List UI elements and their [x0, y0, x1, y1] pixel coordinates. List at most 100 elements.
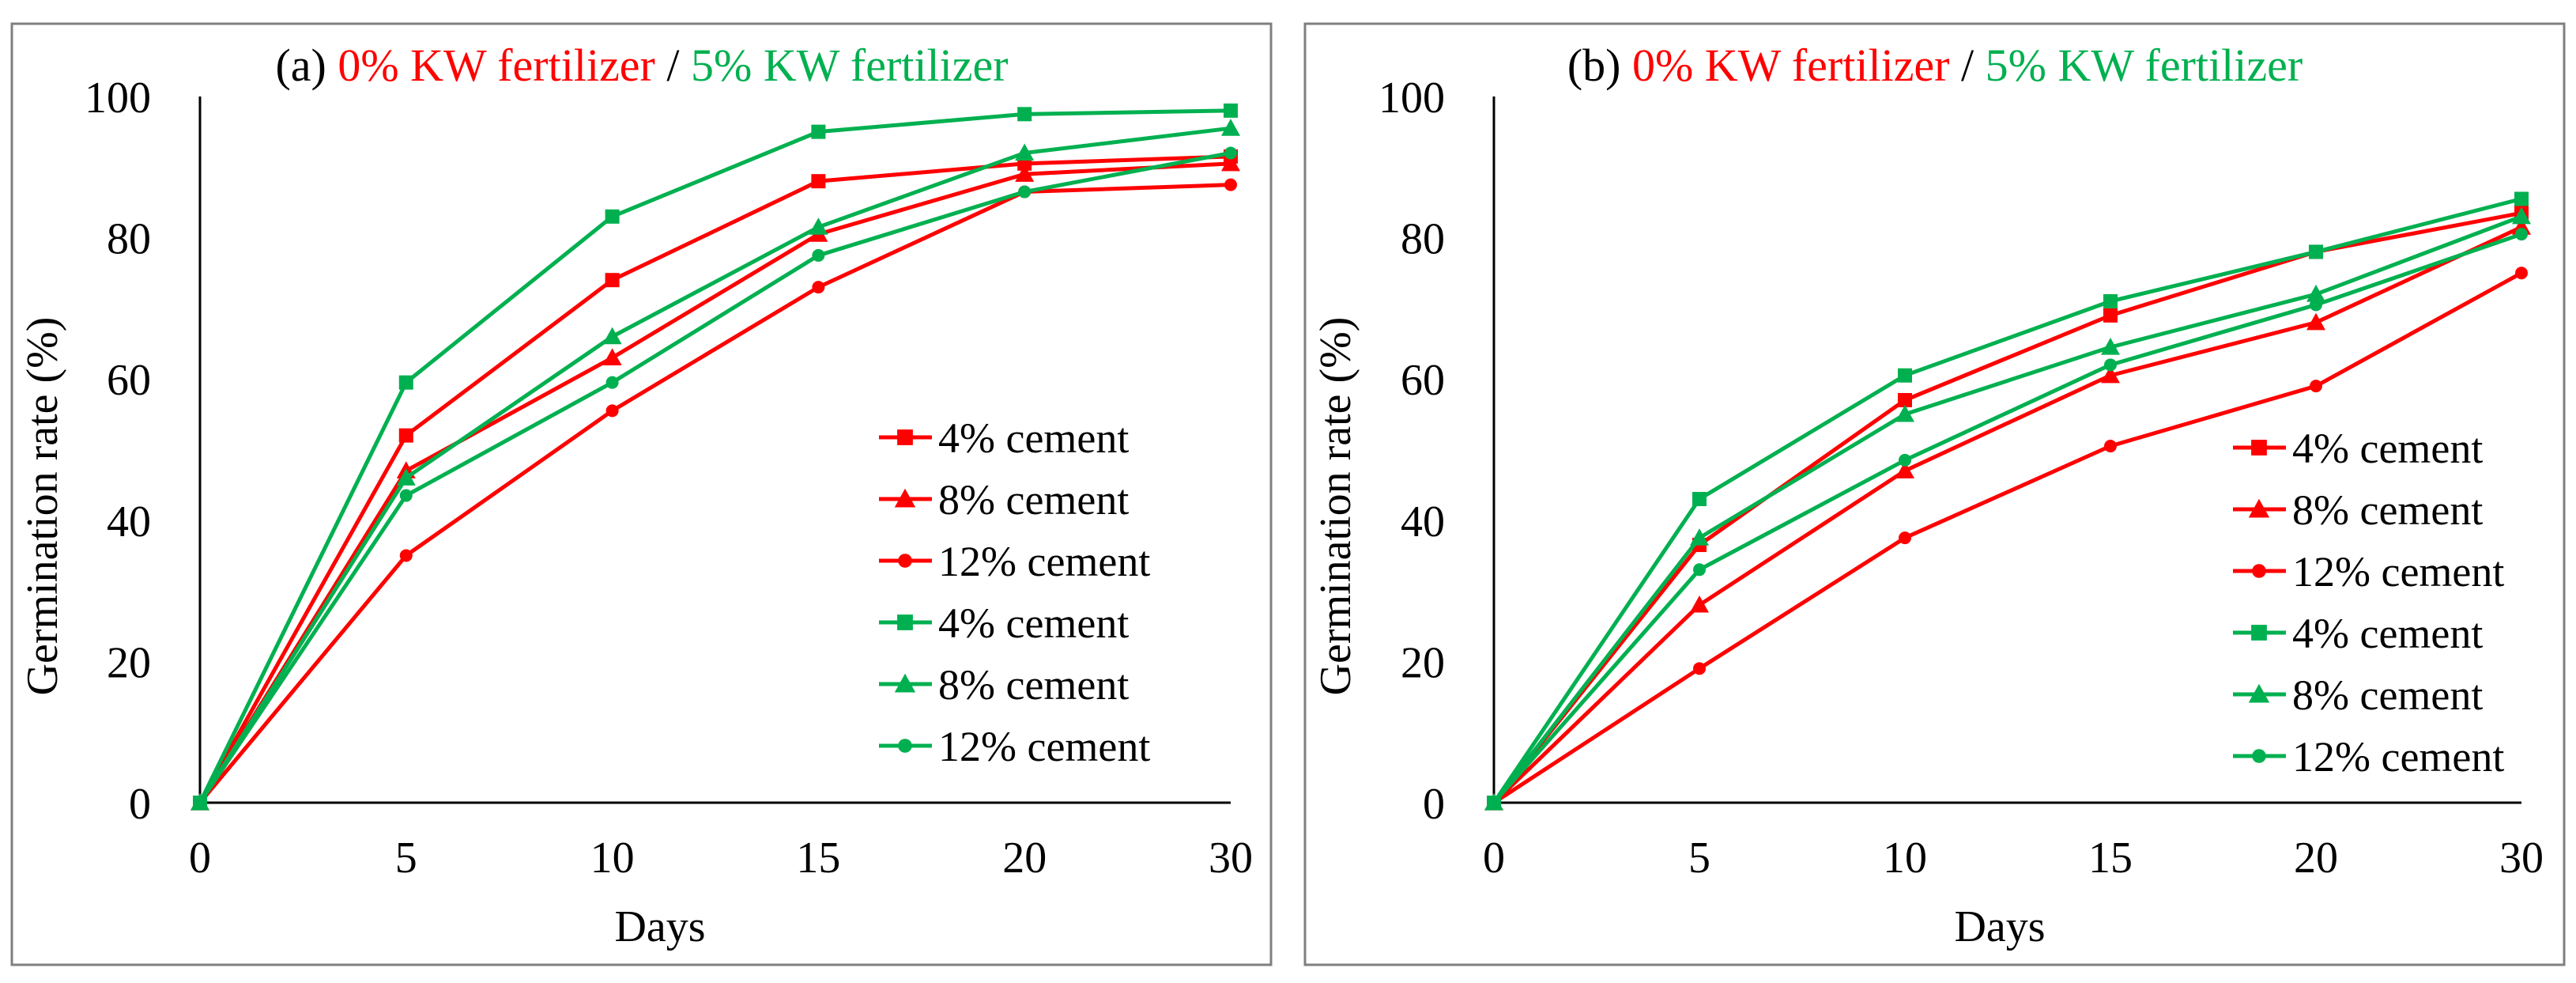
y-tick-label: 0	[129, 780, 151, 829]
legend-marker	[2251, 440, 2267, 456]
legend-label: 4% cement	[938, 414, 1129, 462]
legend-marker	[897, 614, 913, 630]
legend-item: 4% cement	[2233, 610, 2483, 657]
data-point	[605, 273, 620, 288]
data-point	[605, 404, 619, 418]
legend-marker	[898, 554, 912, 568]
data-point	[399, 489, 413, 502]
legend-label: 4% cement	[938, 599, 1129, 647]
x-tick-label: 15	[796, 834, 840, 883]
data-point	[1899, 453, 1911, 467]
data-point	[1899, 531, 1911, 545]
x-tick-label: 5	[1688, 834, 1710, 883]
panel-a-y-axis-label: Germination rate (%)	[18, 317, 67, 696]
legend-label: 8% cement	[938, 476, 1129, 524]
data-point	[1690, 528, 1709, 546]
data-point	[2103, 293, 2118, 308]
panel-a-title-red: 0% KW fertilizer	[338, 40, 655, 91]
x-tick-label: 0	[1483, 834, 1505, 883]
data-point	[194, 796, 206, 809]
panel-b-prefix: (b)	[1567, 40, 1632, 91]
data-point	[1224, 178, 1237, 191]
legend-marker	[894, 673, 916, 693]
legend-item: 12% cement	[879, 538, 1150, 585]
panel-b: (b) 0% KW fertilizer / 5% KW fertilizer …	[1303, 22, 2566, 966]
legend-item: 8% cement	[879, 661, 1129, 709]
y-tick-label: 100	[1379, 74, 1445, 123]
legend-item: 4% cement	[2233, 425, 2483, 472]
data-point	[602, 348, 622, 366]
panel-a: (a) 0% KW fertilizer / 5% KW fertilizer …	[10, 22, 1273, 966]
series-12-cement-5	[1488, 228, 2528, 809]
series-line	[1492, 225, 2523, 804]
x-tick-label: 10	[590, 834, 635, 883]
data-point	[809, 217, 828, 235]
legend-label: 4% cement	[2292, 610, 2483, 657]
legend-item: 8% cement	[2233, 486, 2483, 534]
data-point	[812, 248, 825, 262]
panel-a-title-green: 5% KW fertilizer	[691, 40, 1009, 91]
series-line	[1492, 210, 2522, 804]
legend-label: 8% cement	[2292, 671, 2483, 719]
series-line	[1492, 214, 2522, 804]
series-line	[198, 150, 1231, 804]
data-point	[2512, 206, 2531, 225]
legend-marker	[2248, 498, 2270, 518]
series-line	[1492, 232, 2522, 804]
y-tick-label: 80	[1401, 215, 1445, 264]
legend-item: 12% cement	[2233, 733, 2504, 781]
data-point	[1690, 595, 1709, 613]
data-point	[605, 209, 620, 224]
y-tick-label: 40	[107, 497, 151, 546]
legend-item: 8% cement	[879, 476, 1129, 524]
panel-b-title-separator: /	[1950, 40, 1986, 91]
series-line	[1492, 271, 2523, 805]
data-point	[399, 549, 413, 562]
x-tick-label: 0	[189, 834, 211, 883]
legend: 4% cement 8% cement 12% cement 4% cement 8% …	[2233, 425, 2504, 781]
data-point	[1895, 461, 1914, 478]
panel-a-prefix: (a)	[275, 40, 338, 91]
data-point	[1221, 153, 1240, 172]
data-point	[1898, 368, 1912, 383]
data-point	[398, 428, 413, 443]
legend-marker	[898, 739, 912, 753]
legend-marker	[897, 429, 913, 445]
x-tick-label: 20	[2294, 834, 2338, 883]
data-point	[1693, 563, 1706, 577]
y-tick-label: 80	[107, 215, 151, 264]
y-tick-label: 100	[85, 74, 151, 123]
legend-label: 12% cement	[938, 538, 1150, 585]
legend-marker	[2252, 564, 2266, 578]
series-line	[198, 154, 1231, 804]
data-point	[398, 375, 413, 390]
legend-item: 4% cement	[879, 414, 1129, 462]
panel-b-title: (b) 0% KW fertilizer / 5% KW fertilizer	[1567, 40, 2303, 91]
panel-a-x-axis-label: Days	[614, 902, 705, 951]
y-tick-label: 60	[1401, 356, 1445, 405]
panel-b-frame	[1303, 22, 2566, 966]
series-line	[198, 183, 1231, 804]
legend-label: 12% cement	[2292, 548, 2504, 595]
data-point	[1017, 107, 1032, 122]
data-point	[811, 174, 826, 189]
panel-b-plot-area: 0 20 40 60 80 100 0 5 10 15 20 30 4% cement 8% cement…	[1379, 74, 2544, 883]
series-line	[198, 108, 1231, 804]
data-point	[1015, 143, 1035, 161]
x-tick-label: 15	[2088, 834, 2133, 883]
data-point	[1224, 103, 1238, 118]
legend-label: 12% cement	[2292, 733, 2504, 781]
data-point	[2101, 338, 2120, 355]
data-point	[1488, 796, 1500, 809]
y-tick-label: 20	[107, 638, 151, 687]
legend-label: 4% cement	[2292, 425, 2483, 472]
y-tick-label: 60	[107, 356, 151, 405]
legend-marker	[2248, 683, 2270, 703]
x-tick-label: 10	[1883, 834, 1927, 883]
data-point	[1693, 662, 1706, 675]
data-point	[2306, 312, 2325, 331]
legend-marker	[2251, 625, 2267, 641]
data-point	[2309, 244, 2323, 259]
data-point	[1898, 392, 1912, 407]
